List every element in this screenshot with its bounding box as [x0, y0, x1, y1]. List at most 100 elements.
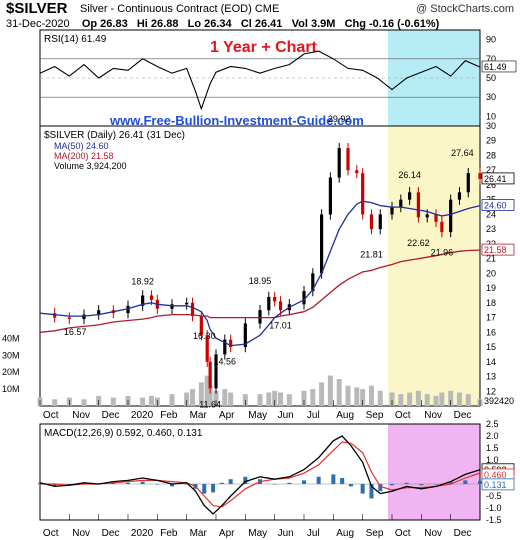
quote-volume: Vol 3.9M [291, 18, 336, 30]
macd-legend: MACD(12,26,9) 0.592, 0.460, 0.131 [44, 428, 203, 439]
price-candle-body [149, 295, 154, 300]
macd-tick-label: -0.5 [486, 491, 502, 501]
macd-panel: MACD(12,26,9) 0.592, 0.460, 0.131 [39, 423, 481, 521]
volume-bar [52, 399, 58, 406]
volume-axis-label: 40M [2, 333, 20, 343]
quote-change: Chg -0.16 (-0.61%) [344, 18, 440, 30]
price-tick-label: 23 [486, 224, 496, 234]
volume-bar [140, 397, 146, 406]
macd-month-label: Aug [336, 528, 354, 539]
price-last-value-label: 24.60 [484, 201, 507, 211]
rsi-tick-label: 10 [486, 111, 496, 121]
price-candle-body [311, 273, 315, 292]
price-tick-label: 27 [486, 165, 496, 175]
price-candle-body [82, 314, 86, 320]
price-tick-label: 17 [486, 313, 496, 323]
price-tick-label: 20 [486, 268, 496, 278]
price-annotation: 26.14 [398, 170, 421, 180]
price-candle-body [67, 317, 71, 320]
price-last-value-box [481, 199, 515, 211]
price-annotation: 17.01 [269, 320, 292, 330]
volume-bar [327, 375, 333, 406]
price-candle-body [399, 199, 403, 208]
price-candle-body [369, 214, 374, 230]
price-candle-body [440, 221, 444, 233]
price-candle-body [478, 173, 482, 179]
rsi-legend: RSI(14) 61.49 [44, 34, 107, 45]
price-tick-label: 13 [486, 372, 496, 382]
symbol-title: $SILVER [6, 0, 68, 17]
price-legend-main: $SILVER (Daily) 26.41 (31 Dec) [44, 130, 185, 141]
volume-last-label: 392420 [484, 396, 514, 406]
price-panel: $SILVER (Daily) 26.41 (31 Dec) MA(50) 24… [39, 125, 481, 407]
price-candle-body [185, 302, 189, 305]
rsi-last-value-label: 61.49 [484, 62, 507, 72]
price-annotation: 22.62 [407, 238, 430, 248]
macd-histogram-bar [243, 476, 248, 484]
rsi-highlight [388, 30, 480, 126]
volume-bar [81, 399, 87, 406]
macd-histogram-bar [287, 482, 292, 484]
price-candle-body [378, 214, 382, 230]
price-annotation: 18.95 [249, 276, 272, 286]
price-month-label: May [248, 410, 267, 421]
price-annotation: 16.30 [193, 331, 216, 341]
macd-histogram-bar [228, 479, 233, 484]
price-last-value-box [481, 243, 515, 256]
price-last-value-box [481, 172, 515, 185]
volume-axis-label: 20M [2, 367, 20, 377]
macd-tick-label: -1.5 [486, 515, 502, 525]
rsi-line [39, 50, 481, 111]
price-tick-label: 16 [486, 327, 496, 337]
price-candle-body [355, 170, 359, 174]
price-annotation: 29.92 [328, 114, 351, 124]
macd-histogram-bar [67, 484, 72, 485]
volume-bar [407, 392, 413, 406]
price-tick-label: 30 [486, 121, 496, 131]
price-tick-label: 12 [486, 386, 496, 396]
macd-histogram-bar [155, 484, 160, 485]
rsi-tick-label: 90 [486, 35, 496, 45]
price-tick-label: 24 [486, 209, 496, 219]
volume-bar [190, 389, 196, 406]
volume-bar [368, 385, 374, 406]
macd-month-label: Jun [278, 528, 294, 539]
price-annotation: 11.64 [199, 400, 221, 410]
price-candle-body [205, 335, 209, 362]
macd-frame [39, 423, 481, 521]
quote-row: 31-Dec-2020 Op 26.83 Hi 26.88 Lo 26.34 C… [6, 18, 439, 30]
price-candle-body [208, 361, 212, 389]
volume-bar [228, 392, 234, 406]
macd-last-value-label: 0.131 [484, 480, 507, 490]
macd-last-value-box [481, 478, 515, 491]
macd-month-label: Jul [307, 528, 320, 539]
macd-tick-label: -1.0 [486, 503, 502, 513]
macd-histogram-bar [170, 484, 174, 487]
rsi-tick-label: 50 [486, 73, 496, 83]
volume-bar [354, 387, 360, 406]
volume-bar [389, 392, 395, 406]
ma50-line [39, 200, 481, 347]
macd-histogram-bar [478, 480, 482, 484]
rsi-tick-label: 70 [486, 54, 496, 64]
rsi-panel: RSI(14) 61.49 1 Year + Chart www.Free-Bu… [39, 29, 481, 128]
quote-date: 31-Dec-2020 [6, 18, 70, 30]
price-month-label: Apr [219, 410, 235, 421]
volume-bar [169, 394, 175, 406]
price-candle-body [346, 148, 350, 171]
price-candle-body [302, 291, 306, 305]
price-candle-body [408, 192, 412, 200]
chart-marks: 103050709061.4910M20M30M40M3924201213141… [2, 35, 517, 539]
macd-histogram-bar [369, 484, 374, 499]
price-candle-body [141, 295, 145, 306]
volume-bar [278, 392, 284, 406]
volume-axis-label: 10M [2, 384, 20, 394]
macd-month-label: Nov [72, 528, 90, 539]
macd-month-label: Sep [366, 528, 384, 539]
price-candle-body [278, 301, 283, 311]
volume-bar [433, 395, 439, 406]
volume-bar [286, 394, 292, 406]
price-legend-ma200: MA(200) 21.58 [54, 151, 114, 161]
quote-high: Hi 26.88 [136, 18, 179, 30]
